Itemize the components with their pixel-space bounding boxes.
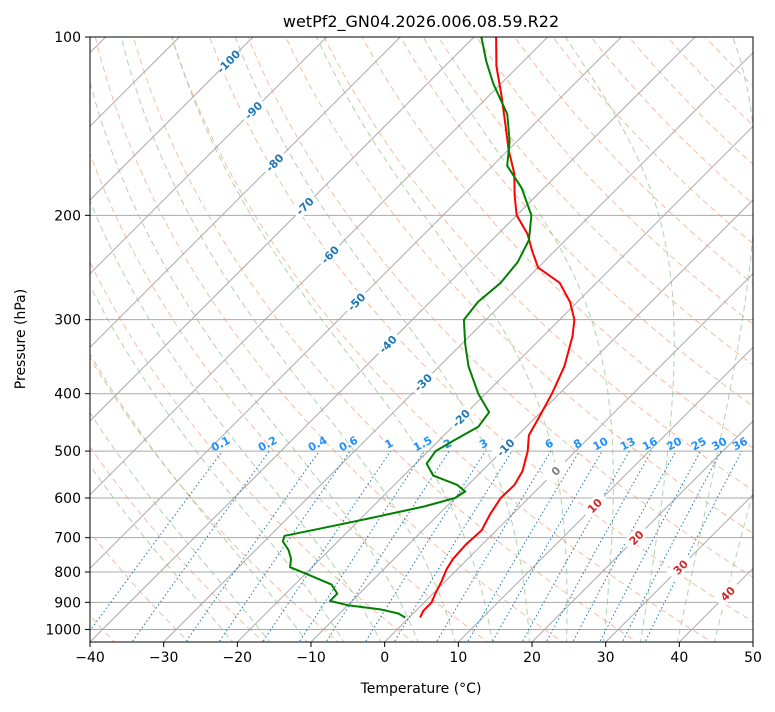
- y-tick-label: 500: [54, 444, 81, 460]
- x-tick-label: 20: [523, 650, 541, 666]
- x-tick-label: 0: [380, 650, 389, 666]
- x-tick-label: 10: [449, 650, 467, 666]
- x-tick-label: 30: [597, 650, 615, 666]
- y-tick-label: 100: [54, 30, 81, 46]
- y-tick-label: 1000: [45, 622, 81, 638]
- y-tick-label: 600: [54, 491, 81, 507]
- y-tick-label: 800: [54, 565, 81, 581]
- x-tick-label: −20: [223, 650, 253, 666]
- y-tick-label: 300: [54, 313, 81, 329]
- chart-title: wetPf2_GN04.2026.006.08.59.R22: [283, 12, 559, 32]
- x-tick-label: −40: [75, 650, 105, 666]
- x-tick-label: −30: [149, 650, 179, 666]
- x-tick-label: 50: [744, 650, 762, 666]
- y-tick-label: 900: [54, 595, 81, 611]
- x-axis-label: Temperature (°C): [360, 681, 482, 697]
- x-tick-label: −10: [296, 650, 326, 666]
- y-tick-label: 200: [54, 208, 81, 224]
- y-tick-label: 400: [54, 387, 81, 403]
- y-tick-label: 700: [54, 531, 81, 547]
- y-axis-label: Pressure (hPa): [13, 289, 29, 389]
- x-tick-label: 40: [670, 650, 688, 666]
